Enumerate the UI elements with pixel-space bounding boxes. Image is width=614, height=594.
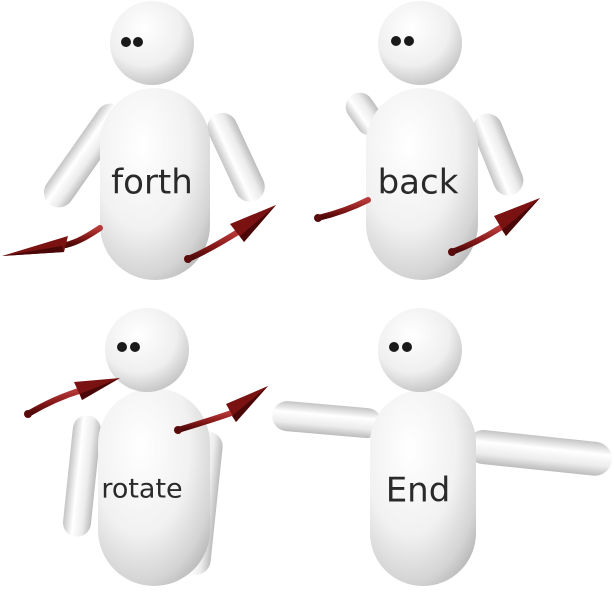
eye <box>391 36 401 46</box>
head <box>105 308 189 392</box>
eye <box>117 342 127 352</box>
left-arm <box>62 415 101 537</box>
panel-label: End <box>386 471 451 511</box>
motion-arrow <box>24 378 120 418</box>
motion-arrow <box>2 225 103 256</box>
eye <box>402 342 412 352</box>
torso <box>366 88 478 280</box>
eye <box>130 342 140 352</box>
right-arm <box>207 112 265 202</box>
panel-label: back <box>378 163 459 203</box>
panel-rotate: rotate <box>24 308 268 586</box>
panel-label: rotate <box>101 474 182 505</box>
panel-label: forth <box>111 163 193 203</box>
panel-forth: forth <box>2 1 276 280</box>
eye <box>389 342 399 352</box>
eye <box>404 36 414 46</box>
eye <box>121 37 131 47</box>
torso <box>98 388 210 586</box>
torso <box>100 88 210 280</box>
motion-arrow <box>448 198 540 256</box>
panel-end: End <box>272 308 612 586</box>
head <box>110 1 194 85</box>
right-arm <box>472 113 524 196</box>
motion-arrow <box>184 205 276 263</box>
head <box>378 308 462 392</box>
panel-back: back <box>314 1 540 280</box>
torso <box>370 390 476 586</box>
eye <box>133 37 143 47</box>
right-arm <box>466 430 612 476</box>
motion-arrow <box>314 197 371 222</box>
left-arm <box>272 401 382 439</box>
motion-arrow <box>174 386 268 434</box>
head <box>378 1 462 85</box>
